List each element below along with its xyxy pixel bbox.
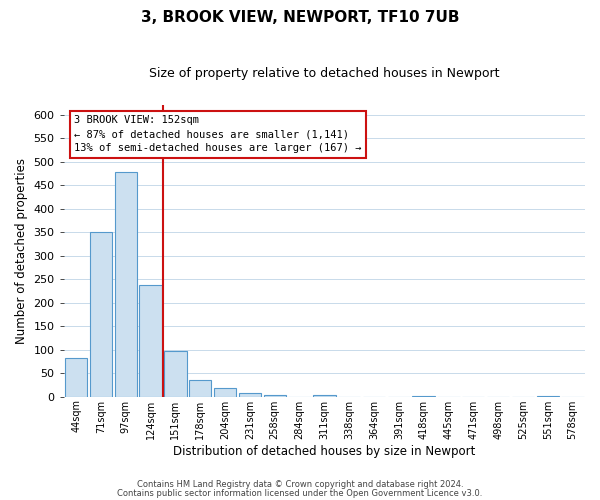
Bar — [90, 232, 112, 396]
Bar — [164, 351, 187, 397]
Bar — [189, 380, 211, 396]
Text: 3 BROOK VIEW: 152sqm
← 87% of detached houses are smaller (1,141)
13% of semi-de: 3 BROOK VIEW: 152sqm ← 87% of detached h… — [74, 116, 362, 154]
Bar — [239, 393, 261, 396]
Bar — [214, 388, 236, 396]
Bar — [65, 358, 87, 397]
X-axis label: Distribution of detached houses by size in Newport: Distribution of detached houses by size … — [173, 444, 476, 458]
Bar — [139, 286, 162, 397]
Bar — [263, 395, 286, 396]
Y-axis label: Number of detached properties: Number of detached properties — [15, 158, 28, 344]
Text: 3, BROOK VIEW, NEWPORT, TF10 7UB: 3, BROOK VIEW, NEWPORT, TF10 7UB — [141, 10, 459, 25]
Text: Contains public sector information licensed under the Open Government Licence v3: Contains public sector information licen… — [118, 488, 482, 498]
Text: Contains HM Land Registry data © Crown copyright and database right 2024.: Contains HM Land Registry data © Crown c… — [137, 480, 463, 489]
Title: Size of property relative to detached houses in Newport: Size of property relative to detached ho… — [149, 68, 500, 80]
Bar — [115, 172, 137, 396]
